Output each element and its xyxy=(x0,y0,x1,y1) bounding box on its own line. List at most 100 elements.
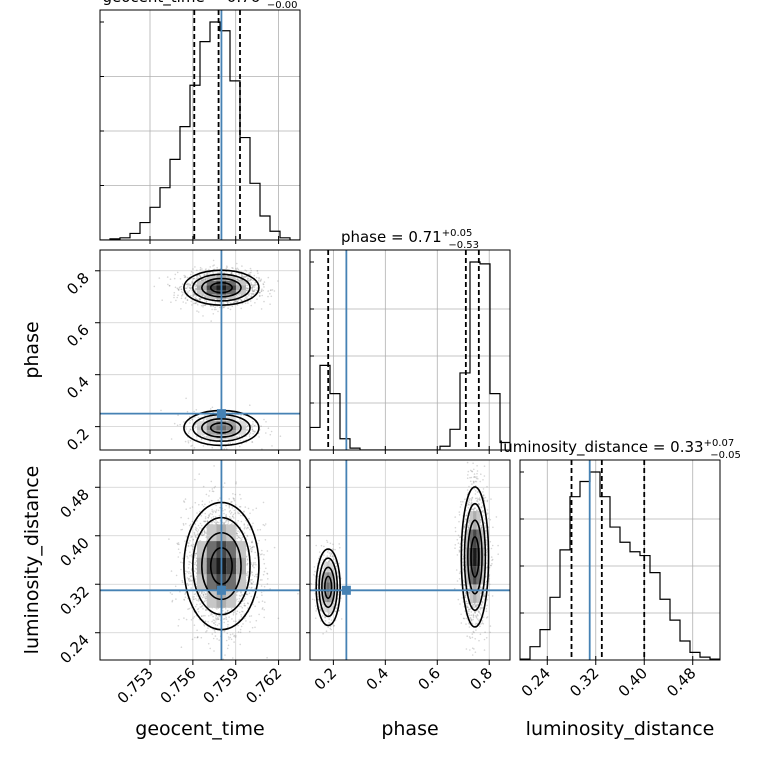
sample-point xyxy=(204,269,207,271)
sample-point xyxy=(256,287,259,290)
sample-point xyxy=(233,301,235,304)
sample-point xyxy=(249,545,251,548)
density-cell xyxy=(236,280,246,286)
sample-point xyxy=(458,551,461,553)
sample-point xyxy=(202,594,205,597)
sample-point xyxy=(182,301,184,303)
sample-point xyxy=(176,296,178,299)
sample-point xyxy=(224,654,226,656)
sample-point xyxy=(204,278,207,280)
sample-point xyxy=(202,534,204,536)
sample-point xyxy=(251,586,253,589)
sample-point xyxy=(204,304,207,307)
sample-point xyxy=(235,620,237,623)
sample-point xyxy=(473,473,476,475)
sample-point xyxy=(261,608,264,610)
sample-point xyxy=(201,500,204,503)
sample-point xyxy=(193,596,195,598)
sample-point xyxy=(233,611,235,613)
sample-point xyxy=(229,633,232,636)
sample-point xyxy=(251,290,254,293)
sample-point xyxy=(182,557,184,560)
sample-point xyxy=(236,537,239,540)
sample-point xyxy=(483,595,485,598)
sample-point xyxy=(255,507,258,510)
sample-point xyxy=(180,297,183,300)
sample-point xyxy=(194,534,197,537)
sample-point xyxy=(254,288,256,291)
sample-point xyxy=(182,522,185,525)
sample-point xyxy=(211,613,213,616)
sample-point xyxy=(217,272,219,274)
density-cell xyxy=(226,294,237,300)
sample-point xyxy=(212,490,215,493)
sample-point xyxy=(191,444,193,447)
sample-point xyxy=(200,515,203,517)
sample-point xyxy=(260,585,263,587)
sample-point xyxy=(234,512,236,514)
sample-point xyxy=(267,276,270,279)
sample-point xyxy=(208,268,210,271)
sample-point xyxy=(250,282,252,284)
sample-point xyxy=(193,616,196,618)
sample-point xyxy=(479,499,481,501)
sample-point xyxy=(212,619,215,621)
sample-point xyxy=(263,300,265,303)
sample-point xyxy=(190,300,192,303)
sample-point xyxy=(236,532,239,535)
sample-point xyxy=(239,506,242,508)
density-cell xyxy=(226,289,237,295)
sample-point xyxy=(460,583,462,586)
sample-point xyxy=(240,605,242,608)
sample-point xyxy=(207,621,209,623)
sample-point xyxy=(174,286,177,289)
density-cell xyxy=(206,276,217,281)
sample-point xyxy=(222,610,224,612)
sample-point xyxy=(171,599,174,602)
sample-point xyxy=(184,440,187,443)
sample-point xyxy=(215,504,217,507)
sample-point xyxy=(230,273,233,275)
sample-point xyxy=(204,520,207,523)
density-cell xyxy=(226,421,237,426)
sample-point xyxy=(258,295,261,298)
sample-point xyxy=(207,516,209,519)
sample-point xyxy=(260,591,263,594)
sample-point xyxy=(175,598,177,600)
sample-point xyxy=(254,284,256,287)
sample-point xyxy=(212,265,214,267)
sample-point xyxy=(202,593,205,596)
sample-point xyxy=(199,522,202,525)
sample-point xyxy=(199,276,202,278)
sample-point xyxy=(250,615,253,617)
sample-point xyxy=(211,406,214,409)
sample-point xyxy=(185,397,187,400)
sample-point xyxy=(251,428,254,431)
sample-point xyxy=(246,289,249,292)
sample-point xyxy=(171,593,173,595)
sample-point xyxy=(196,531,199,533)
sample-point xyxy=(189,523,192,526)
sample-point xyxy=(224,608,227,610)
sample-point xyxy=(477,610,480,613)
sample-point xyxy=(199,274,201,276)
density-cell xyxy=(226,280,237,286)
sample-point xyxy=(187,544,190,547)
sample-point xyxy=(223,630,226,633)
sample-point xyxy=(247,527,249,529)
sample-point xyxy=(218,306,221,309)
sample-point xyxy=(244,506,247,508)
sample-point xyxy=(195,529,198,532)
sample-point xyxy=(197,610,200,613)
sample-point xyxy=(231,507,234,509)
sample-point xyxy=(241,302,244,305)
sample-point xyxy=(258,278,260,280)
sample-point xyxy=(177,548,180,550)
sample-point xyxy=(253,425,255,427)
sample-point xyxy=(178,618,180,621)
sample-point xyxy=(191,556,193,558)
sample-point xyxy=(208,495,210,497)
sample-point xyxy=(246,535,249,537)
sample-point xyxy=(243,510,245,513)
sample-point xyxy=(192,277,194,280)
